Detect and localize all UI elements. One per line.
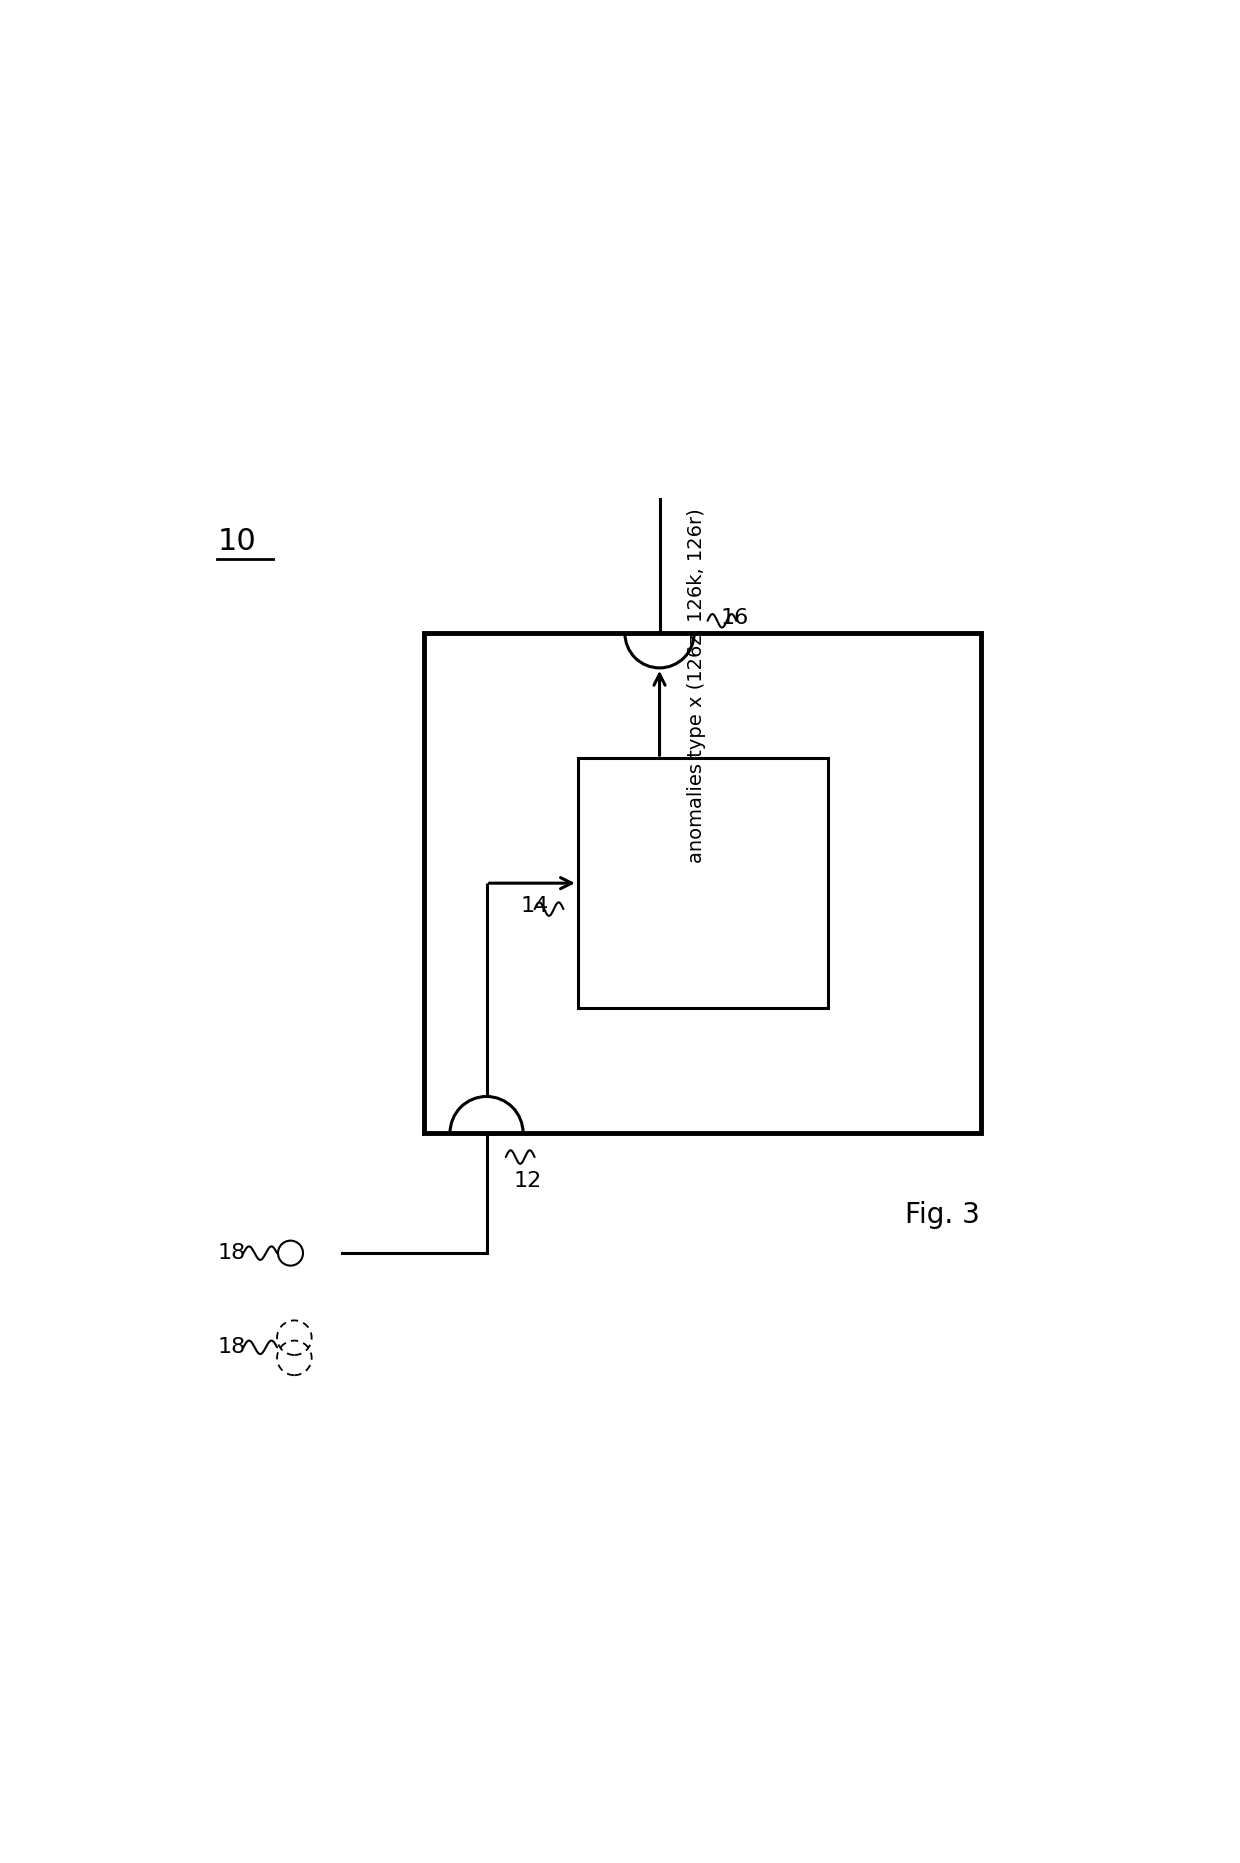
Text: 14: 14 — [521, 896, 548, 917]
Bar — [424, 633, 982, 1133]
Text: 16: 16 — [720, 609, 748, 628]
Text: 18: 18 — [217, 1243, 246, 1263]
Text: anomalies type x (126z, 126k, 126r): anomalies type x (126z, 126k, 126r) — [687, 509, 706, 863]
Circle shape — [278, 1241, 303, 1265]
Text: Fig. 3: Fig. 3 — [905, 1202, 980, 1230]
Text: 18: 18 — [217, 1338, 246, 1358]
Text: 12: 12 — [513, 1172, 542, 1192]
Bar — [698, 758, 828, 1008]
Text: 10: 10 — [217, 527, 257, 557]
Bar — [578, 758, 827, 1008]
Bar — [578, 758, 698, 1008]
